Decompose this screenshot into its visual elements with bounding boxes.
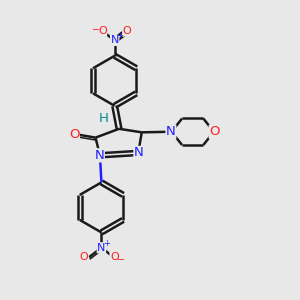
Text: O: O [123, 26, 131, 36]
Text: H: H [98, 112, 108, 125]
Text: N: N [166, 125, 176, 138]
Text: +: + [103, 239, 110, 248]
Text: O: O [110, 252, 119, 262]
Text: O: O [98, 26, 107, 36]
Text: N: N [134, 146, 144, 159]
Text: −: − [117, 254, 125, 265]
Text: O: O [209, 125, 220, 138]
Text: N: N [97, 243, 106, 253]
Text: O: O [69, 128, 79, 141]
Text: N: N [94, 149, 104, 162]
Text: O: O [80, 252, 88, 262]
Text: −: − [92, 25, 100, 34]
Text: N: N [110, 35, 119, 46]
Text: +: + [116, 31, 123, 40]
